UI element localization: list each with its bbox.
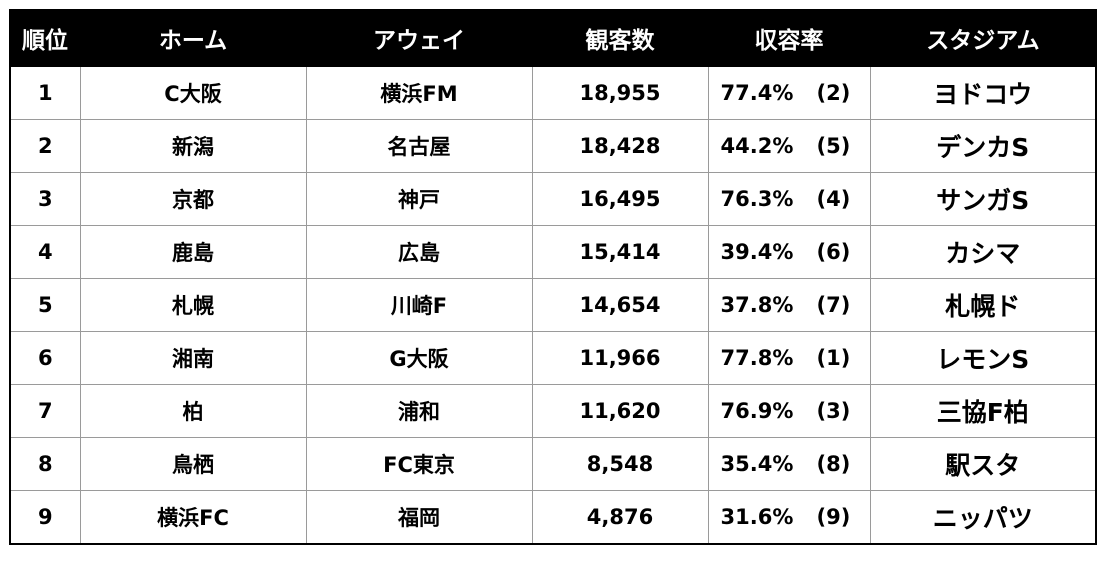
stadium-cell: ニッパツ: [869, 490, 1097, 545]
rate-rank: (3): [816, 399, 851, 423]
rate-value: 31.6%: [720, 505, 794, 529]
stadium-cell: デンカS: [869, 119, 1097, 173]
rate-rank: (8): [816, 452, 851, 476]
attendance-cell: 8,548: [531, 437, 709, 491]
capacity-rate-cell: 77.4% (2): [707, 65, 871, 120]
capacity-rate-cell: 76.9% (3): [707, 384, 871, 438]
rate-rank: (5): [816, 134, 851, 158]
rank-cell: 2: [9, 119, 81, 173]
capacity-rate-cell: 76.3% (4): [707, 172, 871, 226]
home-cell: 新潟: [79, 119, 307, 173]
rate-rank: (4): [816, 187, 851, 211]
attendance-cell: 18,955: [531, 65, 709, 120]
header-rank: 順位: [9, 9, 81, 67]
rate-value: 76.9%: [720, 399, 794, 423]
away-cell: 広島: [305, 225, 533, 279]
rate-value: 39.4%: [720, 240, 794, 264]
away-cell: 福岡: [305, 490, 533, 545]
away-cell: 横浜FM: [305, 65, 533, 120]
home-cell: 横浜FC: [79, 490, 307, 545]
header-home: ホーム: [79, 9, 307, 67]
rank-cell: 3: [9, 172, 81, 226]
table-row: 7 柏 浦和 11,620 76.9% (3) 三協F柏: [9, 384, 1097, 438]
away-cell: 神戸: [305, 172, 533, 226]
rate-value: 35.4%: [720, 452, 794, 476]
home-cell: 湘南: [79, 331, 307, 385]
stadium-cell: レモンS: [869, 331, 1097, 385]
table-row: 2 新潟 名古屋 18,428 44.2% (5) デンカS: [9, 119, 1097, 173]
capacity-rate-cell: 44.2% (5): [707, 119, 871, 173]
stadium-cell: 札幌ド: [869, 278, 1097, 332]
stadium-cell: 駅スタ: [869, 437, 1097, 491]
home-cell: C大阪: [79, 65, 307, 120]
rate-value: 76.3%: [720, 187, 794, 211]
attendance-cell: 11,620: [531, 384, 709, 438]
rate-rank: (9): [816, 505, 851, 529]
rank-cell: 8: [9, 437, 81, 491]
table-row: 4 鹿島 広島 15,414 39.4% (6) カシマ: [9, 225, 1097, 279]
stadium-cell: サンガS: [869, 172, 1097, 226]
home-cell: 札幌: [79, 278, 307, 332]
rank-cell: 1: [9, 65, 81, 120]
header-row: 順位 ホーム アウェイ 観客数 収容率 スタジアム: [9, 9, 1097, 67]
table-row: 3 京都 神戸 16,495 76.3% (4) サンガS: [9, 172, 1097, 226]
home-cell: 鹿島: [79, 225, 307, 279]
rank-cell: 7: [9, 384, 81, 438]
rate-value: 44.2%: [720, 134, 794, 158]
table-row: 9 横浜FC 福岡 4,876 31.6% (9) ニッパツ: [9, 490, 1097, 545]
capacity-rate-cell: 35.4% (8): [707, 437, 871, 491]
attendance-cell: 18,428: [531, 119, 709, 173]
capacity-rate-cell: 77.8% (1): [707, 331, 871, 385]
table-row: 5 札幌 川崎F 14,654 37.8% (7) 札幌ド: [9, 278, 1097, 332]
rate-rank: (7): [816, 293, 851, 317]
header-away: アウェイ: [305, 9, 533, 67]
away-cell: 浦和: [305, 384, 533, 438]
attendance-cell: 16,495: [531, 172, 709, 226]
capacity-rate-cell: 37.8% (7): [707, 278, 871, 332]
attendance-cell: 4,876: [531, 490, 709, 545]
attendance-cell: 15,414: [531, 225, 709, 279]
rank-cell: 4: [9, 225, 81, 279]
home-cell: 鳥栖: [79, 437, 307, 491]
home-cell: 柏: [79, 384, 307, 438]
rank-cell: 9: [9, 490, 81, 545]
rate-value: 37.8%: [720, 293, 794, 317]
stadium-cell: カシマ: [869, 225, 1097, 279]
away-cell: 川崎F: [305, 278, 533, 332]
away-cell: FC東京: [305, 437, 533, 491]
capacity-rate-cell: 31.6% (9): [707, 490, 871, 545]
rate-rank: (2): [816, 81, 851, 105]
attendance-cell: 11,966: [531, 331, 709, 385]
capacity-rate-cell: 39.4% (6): [707, 225, 871, 279]
rate-rank: (1): [816, 346, 851, 370]
stadium-cell: 三協F柏: [869, 384, 1097, 438]
rank-cell: 6: [9, 331, 81, 385]
rank-cell: 5: [9, 278, 81, 332]
table-row: 1 C大阪 横浜FM 18,955 77.4% (2) ヨドコウ: [9, 65, 1097, 120]
home-cell: 京都: [79, 172, 307, 226]
attendance-cell: 14,654: [531, 278, 709, 332]
rate-rank: (6): [816, 240, 851, 264]
rate-value: 77.8%: [720, 346, 794, 370]
header-capacity-rate: 収容率: [707, 9, 871, 67]
table-row: 8 鳥栖 FC東京 8,548 35.4% (8) 駅スタ: [9, 437, 1097, 491]
header-attendance: 観客数: [531, 9, 709, 67]
header-stadium: スタジアム: [869, 9, 1097, 67]
attendance-table-container: 順位 ホーム アウェイ 観客数 収容率 スタジアム 1 C大阪 横浜FM 18,…: [9, 9, 1097, 545]
away-cell: 名古屋: [305, 119, 533, 173]
rate-value: 77.4%: [720, 81, 794, 105]
attendance-table: 順位 ホーム アウェイ 観客数 収容率 スタジアム 1 C大阪 横浜FM 18,…: [9, 9, 1097, 545]
away-cell: G大阪: [305, 331, 533, 385]
table-row: 6 湘南 G大阪 11,966 77.8% (1) レモンS: [9, 331, 1097, 385]
stadium-cell: ヨドコウ: [869, 65, 1097, 120]
